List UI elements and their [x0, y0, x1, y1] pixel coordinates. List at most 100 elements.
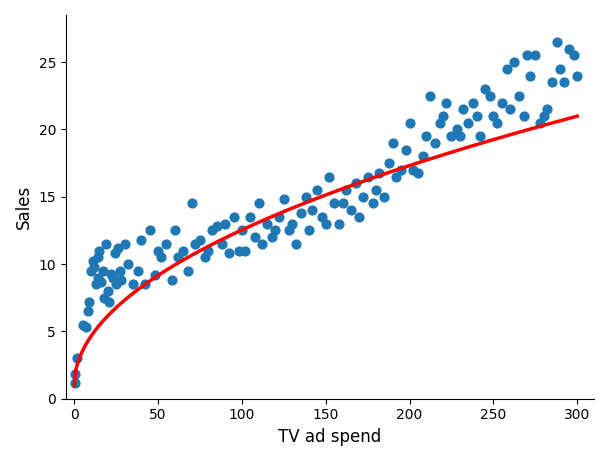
Point — [86, 267, 96, 274]
Point — [485, 92, 495, 100]
Point — [363, 173, 373, 180]
Point — [413, 169, 423, 176]
Point — [207, 227, 217, 234]
Point — [113, 244, 123, 252]
Point — [203, 247, 213, 254]
Point — [425, 92, 435, 100]
Point — [357, 193, 367, 201]
Point — [492, 119, 502, 126]
Point — [116, 277, 126, 284]
Point — [229, 213, 239, 221]
Point — [455, 132, 465, 140]
Point — [405, 119, 415, 126]
Point — [170, 227, 180, 234]
Point — [337, 200, 347, 207]
Point — [153, 247, 163, 254]
Point — [98, 267, 108, 274]
Point — [234, 247, 244, 254]
Point — [174, 254, 183, 261]
Point — [526, 72, 535, 79]
Point — [513, 92, 523, 100]
Point — [539, 112, 549, 120]
Point — [107, 270, 116, 277]
Point — [94, 247, 104, 254]
Point — [329, 200, 339, 207]
Point — [542, 106, 552, 113]
Point — [488, 112, 498, 120]
Point — [371, 186, 381, 194]
Point — [435, 119, 445, 126]
Point — [317, 213, 327, 221]
Point — [88, 258, 97, 265]
Point — [257, 240, 267, 248]
Point — [368, 200, 378, 207]
Point — [480, 85, 490, 93]
Point — [346, 207, 356, 214]
Point — [385, 160, 395, 167]
Point — [254, 200, 264, 207]
Point — [569, 52, 579, 59]
Point — [430, 139, 440, 147]
Point — [502, 65, 512, 72]
Point — [388, 139, 398, 147]
Point — [519, 112, 529, 120]
Point — [301, 193, 311, 201]
Point — [93, 254, 103, 261]
Point — [375, 169, 384, 176]
Point — [418, 153, 428, 160]
Point — [157, 254, 166, 261]
Point — [463, 119, 473, 126]
Point — [90, 263, 99, 271]
Point — [108, 274, 118, 281]
Point — [85, 298, 94, 306]
Point — [472, 112, 482, 120]
Point — [190, 240, 200, 248]
Point — [111, 281, 121, 288]
Point — [78, 321, 88, 328]
Point — [401, 146, 411, 154]
Point — [408, 166, 418, 173]
Point — [133, 267, 143, 274]
Point — [123, 260, 133, 268]
Point — [468, 99, 478, 106]
Point — [284, 227, 294, 234]
Point — [71, 379, 80, 386]
Point — [535, 119, 545, 126]
Point — [241, 247, 250, 254]
Point — [475, 132, 485, 140]
Point — [334, 220, 344, 227]
Point — [212, 223, 222, 230]
Point — [552, 38, 562, 46]
Point — [110, 249, 119, 257]
Point — [224, 249, 233, 257]
Point — [379, 193, 389, 201]
Point — [559, 79, 569, 86]
Point — [547, 79, 557, 86]
Point — [187, 200, 197, 207]
Point — [96, 278, 106, 285]
Point — [354, 213, 364, 221]
Point — [351, 180, 361, 187]
Point — [161, 240, 171, 248]
Point — [296, 209, 306, 217]
Point — [245, 213, 255, 221]
Point — [270, 227, 280, 234]
Point — [91, 281, 101, 288]
X-axis label: TV ad spend: TV ad spend — [278, 428, 382, 446]
Point — [279, 196, 289, 203]
Point — [93, 274, 103, 281]
Point — [324, 173, 334, 180]
Point — [274, 213, 284, 221]
Point — [555, 65, 565, 72]
Point — [446, 132, 456, 140]
Point — [505, 106, 515, 113]
Point — [421, 132, 431, 140]
Point — [459, 106, 468, 113]
Point — [237, 227, 247, 234]
Point — [321, 220, 331, 227]
Point — [341, 186, 351, 194]
Point — [396, 166, 406, 173]
Point — [392, 173, 401, 180]
Point — [438, 112, 448, 120]
Point — [572, 72, 582, 79]
